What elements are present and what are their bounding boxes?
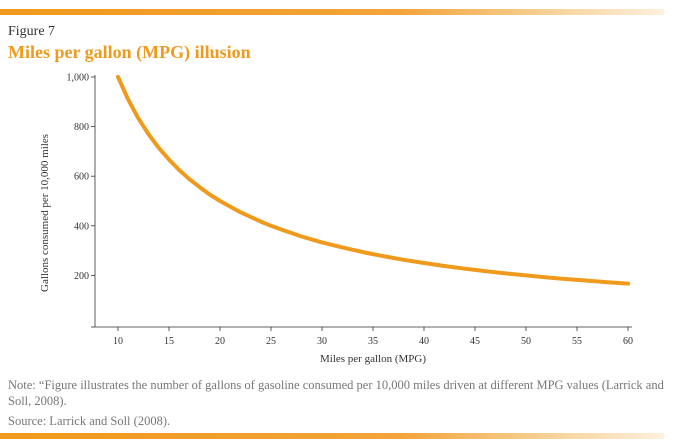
x-axis: 10 15 20 25 30 35 40 45 50 55 60 [95, 326, 633, 347]
x-tick-label: 15 [164, 336, 174, 347]
bottom-accent-bar [0, 433, 664, 439]
x-tick-label: 60 [623, 336, 633, 347]
y-tick-label: 600 [74, 172, 89, 183]
y-tick-label: 800 [74, 122, 89, 133]
x-tick-label: 45 [470, 336, 480, 347]
x-tick-label: 20 [215, 336, 225, 347]
top-accent-bar [0, 9, 664, 15]
x-tick-label: 35 [368, 336, 378, 347]
figure-source: Source: Larrick and Soll (2008). [8, 414, 171, 428]
x-tick-label: 50 [521, 336, 531, 347]
x-tick-label: 25 [266, 336, 276, 347]
figure-note: Note: “Figure illustrates the number of … [8, 378, 664, 408]
y-tick-label: 400 [74, 221, 89, 232]
y-tick-label: 200 [74, 271, 89, 282]
x-tick-label: 55 [572, 336, 582, 347]
x-axis-title: Miles per gallon (MPG) [320, 353, 426, 365]
series-group [116, 75, 630, 286]
figure-title: Miles per gallon (MPG) illusion [8, 42, 251, 62]
x-tick-label: 40 [419, 336, 429, 347]
x-tick-label: 30 [317, 336, 327, 347]
y-axis: 200 400 600 800 1,000 [67, 73, 96, 328]
figure-label: Figure 7 [8, 24, 56, 39]
series-line-0 [116, 75, 630, 286]
y-axis-title: Gallons consumed per 10,000 miles [39, 134, 51, 292]
y-tick-label: 1,000 [67, 73, 90, 84]
x-tick-label: 10 [113, 336, 123, 347]
